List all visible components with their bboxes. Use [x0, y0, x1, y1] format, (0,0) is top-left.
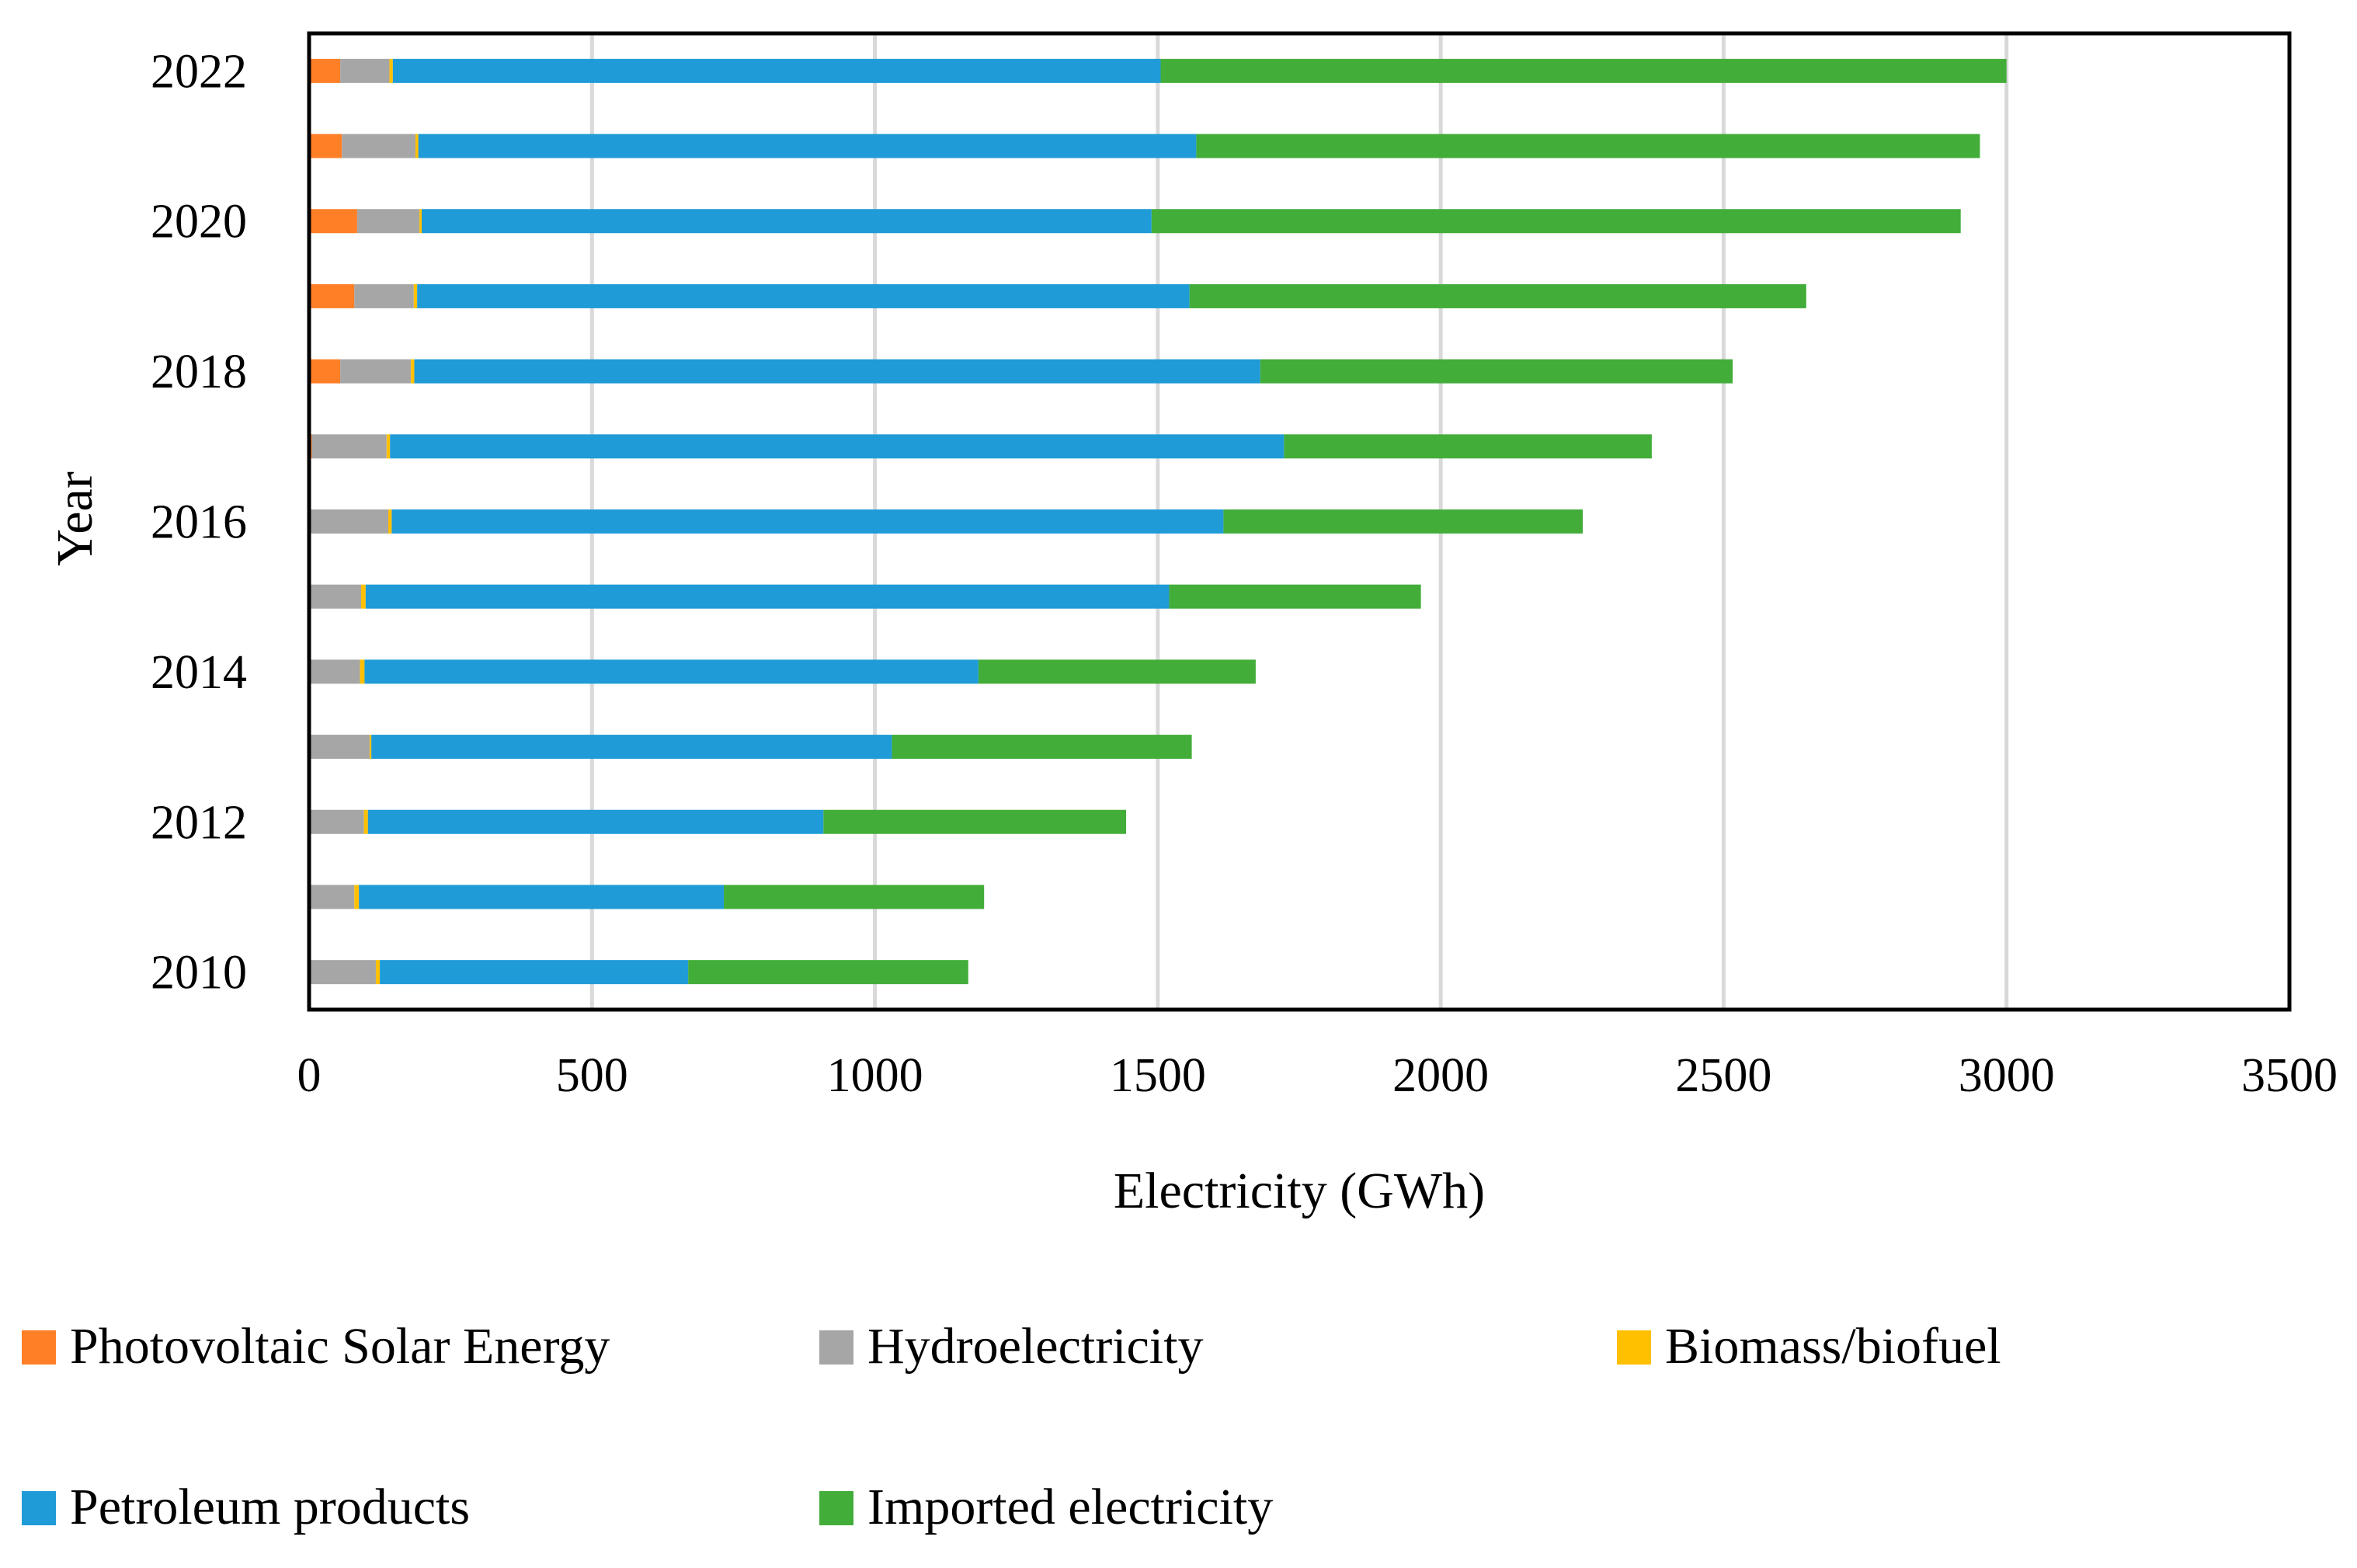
bar-2020-photovoltaic-solar-energy	[309, 209, 357, 234]
bar-2012-biomass-biofuel	[363, 809, 368, 834]
bar-2017-petroleum-products	[390, 434, 1285, 459]
x-tick-label-2500: 2500	[1675, 1049, 1771, 1102]
bar-2022-biomass-biofuel	[389, 58, 393, 83]
bar-2010-biomass-biofuel	[375, 960, 381, 985]
bar-2015-petroleum-products	[365, 584, 1170, 609]
x-tick-label-3000: 3000	[1959, 1049, 2055, 1102]
bar-2014-biomass-biofuel	[360, 659, 365, 684]
legend-swatch-hydroelectricity	[819, 1330, 853, 1365]
bar-2013-hydroelectricity	[309, 735, 370, 760]
x-tick-label-0: 0	[297, 1049, 322, 1102]
x-tick-label-1500: 1500	[1110, 1049, 1206, 1102]
bar-2012-petroleum-products	[367, 809, 824, 834]
bar-2013-petroleum-products	[371, 735, 892, 760]
bar-2010-petroleum-products	[380, 960, 689, 985]
bar-2021-imported-electricity	[1196, 134, 1980, 158]
bar-2010-imported-electricity	[688, 960, 968, 985]
bar-2019-biomass-biofuel	[413, 283, 418, 308]
bar-2019-petroleum-products	[417, 283, 1190, 308]
bar-2022-hydroelectricity	[340, 58, 390, 83]
legend: Photovoltaic Solar Energy Hydroelectricit…	[22, 1318, 2001, 1535]
legend-swatch-biomass-biofuel	[1617, 1330, 1651, 1365]
bar-2019-imported-electricity	[1189, 283, 1806, 308]
y-tick-label-2012: 2012	[151, 796, 247, 849]
bar-2013-biomass-biofuel	[369, 735, 372, 760]
bar-2017-biomass-biofuel	[386, 434, 391, 459]
y-tick-label-2016: 2016	[151, 496, 247, 549]
bar-2022-photovoltaic-solar-energy	[309, 58, 341, 83]
bar-2014-hydroelectricity	[309, 659, 360, 684]
y-tick-label-2020: 2020	[151, 196, 247, 249]
bar-2016-petroleum-products	[391, 509, 1224, 534]
legend-label-imported-electricity: Imported electricity	[867, 1479, 1273, 1535]
bar-2011-imported-electricity	[724, 885, 985, 909]
bar-2015-biomass-biofuel	[361, 584, 366, 609]
legend-label-photovoltaic-solar-energy: Photovoltaic Solar Energy	[70, 1318, 610, 1375]
bar-2015-hydroelectricity	[309, 584, 362, 609]
bar-2020-imported-electricity	[1151, 209, 1961, 234]
bar-2020-biomass-biofuel	[419, 209, 422, 234]
legend-swatch-imported-electricity	[819, 1491, 853, 1525]
bar-2011-biomass-biofuel	[354, 885, 360, 909]
x-axis-title: Electricity (GWh)	[1114, 1163, 1485, 1219]
bars	[309, 58, 2007, 985]
bar-2018-biomass-biofuel	[411, 359, 415, 384]
y-tick-label-2014: 2014	[151, 646, 247, 699]
x-tick-label-1000: 1000	[827, 1049, 923, 1102]
bar-2014-imported-electricity	[978, 659, 1256, 684]
bar-2021-petroleum-products	[418, 134, 1197, 158]
x-axis-tick-labels: 0 500 1000 1500 2000 2500 3000 3500	[297, 1049, 2338, 1102]
bar-2016-imported-electricity	[1223, 509, 1584, 534]
bar-2012-imported-electricity	[823, 809, 1127, 834]
bar-2017-hydroelectricity	[311, 434, 387, 459]
y-axis-tick-labels: 2010 2012 2014 2016 2018 2020 2022	[151, 45, 247, 999]
bar-2021-hydroelectricity	[342, 134, 415, 158]
legend-label-biomass-biofuel: Biomass/biofuel	[1665, 1318, 2001, 1375]
bar-2018-petroleum-products	[414, 359, 1260, 384]
bar-2020-hydroelectricity	[356, 209, 420, 234]
x-tick-label-2000: 2000	[1392, 1049, 1489, 1102]
bar-2019-hydroelectricity	[354, 283, 414, 308]
bar-2022-petroleum-products	[392, 58, 1161, 83]
bar-2021-biomass-biofuel	[415, 134, 419, 158]
bar-2022-imported-electricity	[1160, 58, 2007, 83]
legend-swatch-photovoltaic-solar-energy	[22, 1330, 56, 1365]
bar-2019-photovoltaic-solar-energy	[309, 283, 355, 308]
bar-2011-petroleum-products	[359, 885, 725, 909]
bar-2016-hydroelectricity	[309, 509, 388, 534]
bar-2017-imported-electricity	[1284, 434, 1652, 459]
bar-2018-hydroelectricity	[340, 359, 412, 384]
bar-2018-imported-electricity	[1260, 359, 1733, 384]
legend-label-hydroelectricity: Hydroelectricity	[867, 1318, 1203, 1375]
bar-2010-hydroelectricity	[309, 960, 376, 985]
bar-2012-hydroelectricity	[309, 809, 364, 834]
bar-2018-photovoltaic-solar-energy	[309, 359, 341, 384]
x-tick-label-3500: 3500	[2241, 1049, 2338, 1102]
bar-2014-petroleum-products	[364, 659, 979, 684]
bar-2021-photovoltaic-solar-energy	[309, 134, 342, 158]
legend-swatch-petroleum-products	[22, 1491, 56, 1525]
x-tick-label-500: 500	[556, 1049, 628, 1102]
bar-2016-biomass-biofuel	[388, 509, 392, 534]
bar-2020-petroleum-products	[421, 209, 1152, 234]
bar-2015-imported-electricity	[1169, 584, 1421, 609]
y-axis-title: Year	[47, 471, 103, 566]
plot-area-frame	[307, 31, 2292, 1012]
bar-2013-imported-electricity	[892, 735, 1192, 760]
legend-label-petroleum-products: Petroleum products	[70, 1479, 470, 1535]
y-tick-label-2022: 2022	[151, 45, 247, 98]
y-tick-label-2018: 2018	[151, 346, 247, 398]
y-tick-label-2010: 2010	[151, 947, 247, 1000]
bar-2011-hydroelectricity	[309, 885, 355, 909]
